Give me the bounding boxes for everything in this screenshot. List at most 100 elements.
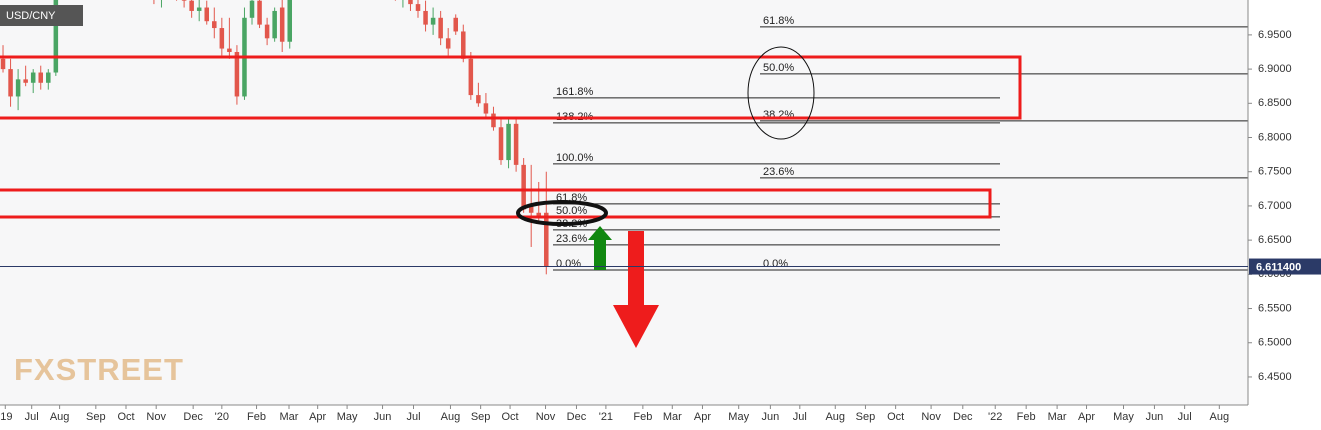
candle-body	[8, 69, 13, 97]
candle-body	[506, 123, 511, 161]
y-tick-label: 6.8500	[1258, 97, 1292, 109]
candle-body	[23, 79, 28, 83]
x-tick-label: Aug	[825, 411, 845, 423]
x-tick-label: Jul	[25, 411, 39, 423]
fib-label: 61.8%	[763, 15, 794, 27]
candle-body	[445, 38, 451, 49]
candle-body	[212, 21, 217, 29]
candle-body	[0, 58, 6, 70]
x-tick-label: '21	[599, 411, 613, 423]
x-tick-label: Mar	[1048, 411, 1067, 423]
resistance-zone	[0, 55, 1022, 120]
x-tick-label: May	[728, 411, 749, 423]
candle-body	[453, 17, 459, 32]
candle-body	[528, 205, 534, 213]
candle-body	[234, 51, 240, 97]
x-tick-label: Mar	[663, 411, 682, 423]
x-tick-label: Feb	[633, 411, 652, 423]
fib-label: 100.0%	[556, 152, 594, 164]
candle-body	[189, 0, 194, 11]
x-tick-label: Sep	[86, 411, 106, 423]
y-tick-label: 6.7000	[1258, 200, 1292, 212]
candle-body	[15, 79, 21, 97]
y-tick-label: 6.5500	[1258, 302, 1292, 314]
x-tick-label: Aug	[1210, 411, 1230, 423]
candle-body	[498, 127, 504, 161]
x-tick-label: Sep	[856, 411, 876, 423]
x-tick-label: Jul	[1178, 411, 1192, 423]
x-tick-label: Jun	[762, 411, 780, 423]
x-tick-label: May	[1113, 411, 1134, 423]
x-tick-label: '19	[0, 411, 12, 423]
fib-label: 23.6%	[556, 233, 587, 245]
candle-body	[287, 0, 293, 42]
candle-body	[38, 72, 44, 83]
watermark: FXSTREET	[14, 352, 184, 387]
x-tick-label: May	[337, 411, 358, 423]
x-tick-label: Oct	[117, 411, 134, 423]
candles	[0, 0, 549, 275]
plot-background	[0, 0, 1248, 405]
x-tick-label: Jul	[406, 411, 420, 423]
candle-body	[181, 0, 187, 1]
fib-label: 0.0%	[763, 258, 788, 270]
x-tick-label: Nov	[146, 411, 166, 423]
y-tick-label: 6.7500	[1258, 166, 1292, 178]
x-tick-label: Dec	[953, 411, 973, 423]
candle-body	[249, 0, 255, 18]
candle-body	[536, 212, 542, 217]
candle-body	[227, 48, 232, 52]
x-tick-label: Nov	[536, 411, 556, 423]
symbol-label: USD/CNY	[6, 10, 56, 22]
candle-body	[415, 4, 421, 11]
candle-body	[468, 58, 474, 96]
y-tick-label: 6.4500	[1258, 371, 1292, 383]
x-tick-label: Nov	[921, 411, 941, 423]
support-zone	[0, 188, 992, 219]
x-tick-label: Jul	[793, 411, 807, 423]
x-tick-label: Jun	[374, 411, 392, 423]
x-tick-label: Oct	[887, 411, 904, 423]
candle-body	[423, 10, 428, 25]
x-tick-label: Aug	[441, 411, 461, 423]
last-price-tag	[1249, 258, 1321, 275]
candle-body	[219, 28, 225, 49]
price-axis-background	[1248, 0, 1321, 430]
candle-body	[257, 0, 262, 25]
fib-label: 50.0%	[556, 205, 587, 217]
last-price-label: 6.611400	[1256, 261, 1301, 273]
y-tick-label: 6.8000	[1258, 131, 1292, 143]
last-price: 6.611400	[0, 258, 1321, 275]
candle-body	[46, 72, 51, 83]
candle-body	[476, 95, 481, 104]
candle-body	[196, 7, 202, 11]
highlight-ellipse	[516, 200, 608, 226]
x-tick-label: Apr	[694, 411, 711, 423]
candle-body	[264, 24, 270, 39]
fib-label: 0.0%	[556, 258, 581, 270]
x-tick-label: Oct	[502, 411, 519, 423]
candle-body	[461, 31, 466, 59]
candle-body	[272, 10, 277, 39]
x-tick-label: Feb	[247, 411, 266, 423]
candle-body	[53, 0, 59, 73]
up-arrow	[588, 226, 612, 270]
y-tick-label: 6.5000	[1258, 337, 1292, 349]
y-tick-label: 6.9500	[1258, 29, 1292, 41]
candle-body	[513, 123, 519, 165]
y-tick-label: 6.9000	[1258, 63, 1292, 75]
candle-body	[204, 7, 210, 22]
candle-body	[521, 164, 526, 210]
x-tick-label: Apr	[309, 411, 326, 423]
candle-body	[30, 72, 36, 83]
x-tick-label: Apr	[1078, 411, 1095, 423]
x-tick-label: Jun	[1146, 411, 1164, 423]
candle-body	[483, 103, 489, 114]
x-tick-label: Mar	[280, 411, 299, 423]
candle-body	[279, 7, 285, 42]
highlight-ellipse	[747, 46, 815, 140]
x-tick-label: Feb	[1017, 411, 1036, 423]
fib-label: 161.8%	[556, 86, 594, 98]
fib-label: 50.0%	[763, 62, 794, 74]
